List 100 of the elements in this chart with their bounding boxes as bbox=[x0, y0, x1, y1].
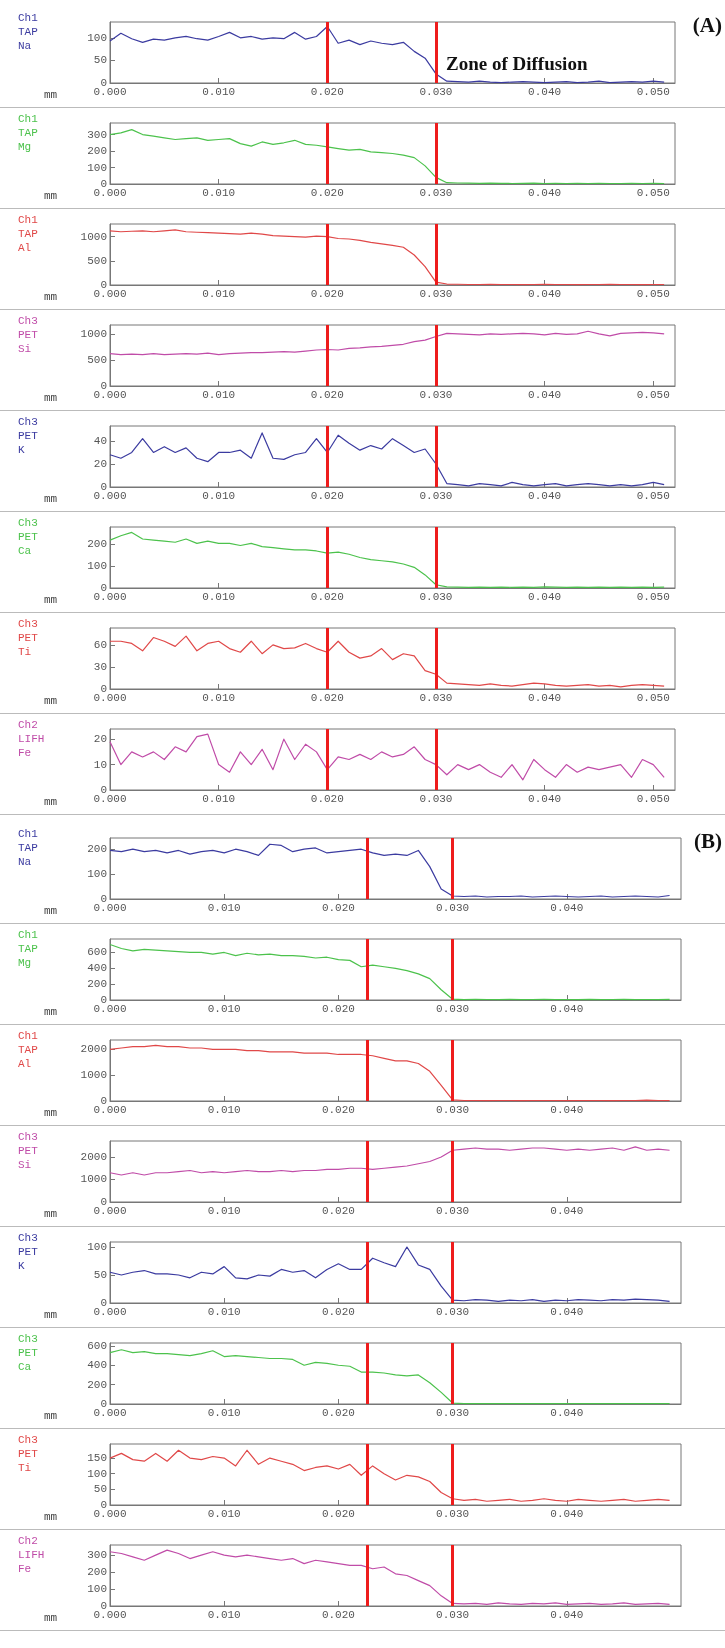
text: (B) bbox=[694, 828, 723, 853]
x-tick-label: 0.040 bbox=[528, 287, 562, 300]
x-axis-title: mm bbox=[44, 189, 58, 202]
x-tick-label: 0.030 bbox=[436, 1002, 470, 1015]
y-tick-label: 20 bbox=[93, 733, 107, 746]
x-tick-label: 0.010 bbox=[207, 901, 241, 914]
x-axis-title: mm bbox=[44, 1308, 58, 1321]
text: (A) bbox=[692, 12, 723, 37]
x-tick-label: 0.050 bbox=[636, 287, 670, 300]
x-tick-label: 0.050 bbox=[636, 85, 670, 98]
x-tick-label: 0.020 bbox=[310, 85, 344, 98]
x-tick-label: 0.010 bbox=[202, 792, 236, 805]
annotation: Zone of Diffusion bbox=[446, 53, 588, 74]
x-tick-label: 0.010 bbox=[207, 1305, 241, 1318]
x-tick-label: 0.050 bbox=[636, 186, 670, 199]
x-axis-title: mm bbox=[44, 1207, 58, 1220]
x-tick-label: 0.020 bbox=[321, 1608, 355, 1621]
x-tick-label: 0.040 bbox=[528, 590, 562, 603]
x-tick-label: 0.040 bbox=[528, 792, 562, 805]
x-tick-label: 0.040 bbox=[550, 1507, 584, 1520]
y-tick-label: 500 bbox=[87, 254, 107, 267]
y-tick-label: 1000 bbox=[80, 1173, 107, 1186]
x-axis-title: mm bbox=[44, 795, 58, 808]
y-tick-label: 500 bbox=[87, 353, 107, 366]
x-tick-label: 0.010 bbox=[202, 691, 236, 704]
y-tick-label: 100 bbox=[87, 560, 107, 573]
x-tick-label: 0.010 bbox=[202, 85, 236, 98]
x-tick-label: 0.010 bbox=[202, 489, 236, 502]
x-axis-title: mm bbox=[44, 904, 58, 917]
y-axis-title: Ch1 TAP Na bbox=[18, 828, 39, 868]
x-tick-label: 0.010 bbox=[202, 287, 236, 300]
y-tick-label: 200 bbox=[87, 843, 107, 856]
x-tick-label: 0.020 bbox=[310, 388, 344, 401]
x-tick-label: 0.030 bbox=[436, 1507, 470, 1520]
x-tick-label: 0.030 bbox=[419, 287, 453, 300]
x-tick-label: 0.020 bbox=[321, 901, 355, 914]
y-axis-title: Ch3 PET Si bbox=[18, 315, 39, 355]
y-tick-label: 2000 bbox=[80, 1043, 107, 1056]
x-tick-label: 0.040 bbox=[550, 901, 584, 914]
x-tick-label: 0.040 bbox=[528, 388, 562, 401]
y-axis-title: Ch1 TAP Al bbox=[18, 1030, 39, 1070]
x-tick-label: 0.020 bbox=[321, 1507, 355, 1520]
x-tick-label: 0.010 bbox=[202, 590, 236, 603]
y-axis-title: Ch3 PET K bbox=[18, 416, 39, 456]
x-tick-label: 0.030 bbox=[419, 85, 453, 98]
y-tick-label: 10 bbox=[93, 758, 107, 771]
y-tick-label: 400 bbox=[87, 962, 107, 975]
y-axis-title: Ch1 TAP Mg bbox=[18, 113, 39, 153]
x-tick-label: 0.020 bbox=[321, 1103, 355, 1116]
y-tick-label: 200 bbox=[87, 978, 107, 991]
y-tick-label: 600 bbox=[87, 1339, 107, 1352]
y-tick-label: 400 bbox=[87, 1359, 107, 1372]
y-tick-label: 1000 bbox=[80, 327, 107, 340]
y-axis-title: Ch1 TAP Mg bbox=[18, 929, 39, 969]
x-axis-title: mm bbox=[44, 88, 58, 101]
x-tick-label: 0.050 bbox=[636, 489, 670, 502]
x-tick-label: 0.010 bbox=[207, 1507, 241, 1520]
x-axis-title: mm bbox=[44, 1409, 58, 1422]
x-tick-label: 0.020 bbox=[321, 1002, 355, 1015]
x-tick-label: 0.030 bbox=[436, 901, 470, 914]
y-tick-label: 300 bbox=[87, 128, 107, 141]
y-tick-label: 200 bbox=[87, 1566, 107, 1579]
y-axis-title: Ch3 PET Ca bbox=[18, 1333, 39, 1373]
x-tick-label: 0.030 bbox=[436, 1406, 470, 1419]
y-tick-label: 40 bbox=[93, 434, 107, 447]
x-axis-title: mm bbox=[44, 1611, 58, 1624]
x-axis-title: mm bbox=[44, 1106, 58, 1119]
x-tick-label: 0.040 bbox=[550, 1002, 584, 1015]
y-tick-label: 1000 bbox=[80, 1069, 107, 1082]
y-tick-label: 100 bbox=[87, 1467, 107, 1480]
x-axis-title: mm bbox=[44, 1510, 58, 1523]
x-tick-label: 0.010 bbox=[202, 388, 236, 401]
y-tick-label: 60 bbox=[93, 638, 107, 651]
x-tick-label: 0.010 bbox=[207, 1608, 241, 1621]
y-axis-title: Ch2 LIFH Fe bbox=[18, 719, 45, 759]
x-tick-label: 0.020 bbox=[310, 186, 344, 199]
x-tick-label: 0.020 bbox=[321, 1305, 355, 1318]
x-tick-label: 0.040 bbox=[528, 186, 562, 199]
x-tick-label: 0.020 bbox=[310, 792, 344, 805]
x-tick-label: 0.030 bbox=[436, 1103, 470, 1116]
x-tick-label: 0.050 bbox=[636, 691, 670, 704]
x-tick-label: 0.040 bbox=[550, 1608, 584, 1621]
y-tick-label: 100 bbox=[87, 868, 107, 881]
y-axis-title: Ch3 PET Ti bbox=[18, 1434, 39, 1474]
y-axis-title: Ch3 PET Ti bbox=[18, 618, 39, 658]
x-tick-label: 0.020 bbox=[310, 691, 344, 704]
x-tick-label: 0.040 bbox=[550, 1103, 584, 1116]
x-axis-title: mm bbox=[44, 492, 58, 505]
y-tick-label: 2000 bbox=[80, 1150, 107, 1163]
x-axis-title: mm bbox=[44, 694, 58, 707]
x-tick-label: 0.030 bbox=[436, 1204, 470, 1217]
y-tick-label: 1000 bbox=[80, 230, 107, 243]
y-tick-label: 150 bbox=[87, 1452, 107, 1465]
y-axis-title: Ch2 LIFH Fe bbox=[18, 1535, 45, 1575]
y-tick-label: 100 bbox=[87, 31, 107, 44]
x-tick-label: 0.050 bbox=[636, 792, 670, 805]
x-tick-label: 0.040 bbox=[550, 1204, 584, 1217]
y-tick-label: 20 bbox=[93, 457, 107, 470]
x-tick-label: 0.010 bbox=[202, 186, 236, 199]
y-axis-title: Ch1 TAP Na bbox=[18, 12, 39, 52]
